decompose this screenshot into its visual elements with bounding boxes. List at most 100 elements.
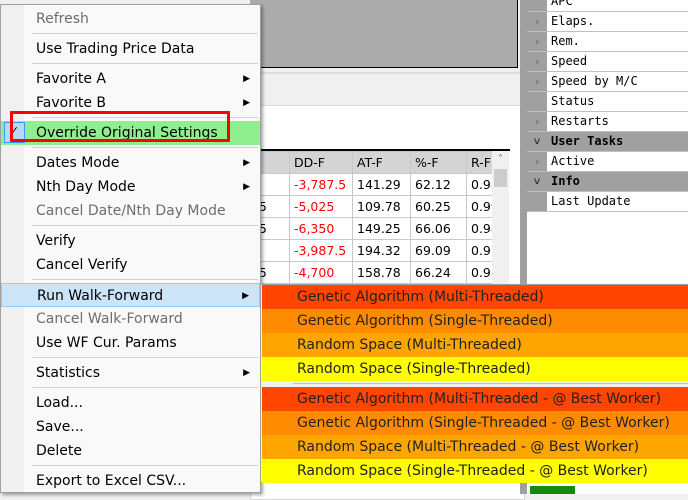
property-label: Info [551,174,580,188]
menu-item-run-walk-forward[interactable]: Run Walk-Forward ▶ [1,283,260,307]
submenu-arrow-icon: ▶ [243,368,250,378]
menu-item-label: Nth Day Mode [36,179,136,195]
column-header[interactable]: %-F [410,151,467,174]
scroll-up-icon[interactable]: ˄ [498,154,503,165]
submenu-item[interactable]: Random Space (Multi-Threaded) [262,333,688,357]
collapse-chevron-icon[interactable]: ˅ [527,172,547,191]
menu-item-cancel-date-nth-day-mode[interactable]: Cancel Date/Nth Day Mode [1,199,260,223]
annotation-highlight-box [10,111,230,142]
menu-item-label: Load... [36,395,83,411]
menu-item-label: Save... [36,419,84,435]
expand-chevron-icon[interactable]: › [527,152,547,171]
menu-item-delete[interactable]: Delete [1,439,260,463]
menu-item-label: Verify [36,233,76,249]
property-row[interactable]: › Rem. [527,32,688,52]
menu-item-nth-day-mode[interactable]: Nth Day Mode ▶ [1,175,260,199]
column-header[interactable]: AT-F [352,151,411,174]
submenu-item[interactable]: Genetic Algorithm (Multi-Threaded - @ Be… [262,387,688,411]
menu-item-label: Refresh [36,11,89,27]
menu-item-use-wf-cur-params[interactable]: Use WF Cur. Params [1,331,260,355]
menu-item-label: Favorite B [36,95,106,111]
menu-item-label: Override Original Settings [36,125,218,141]
submenu-item[interactable]: Genetic Algorithm (Multi-Threaded) [262,285,688,309]
menu-item-label: Dates Mode [36,155,120,171]
group-header[interactable]: ˅ Info [527,172,688,192]
menu-item-label: Run Walk-Forward [37,288,164,304]
property-row[interactable]: Last Update [527,192,688,212]
submenu-arrow-icon: ▶ [243,182,250,192]
table-cell: 69.09 [410,239,467,262]
property-row[interactable]: › Speed by M/C [527,72,688,92]
menu-item-load[interactable]: Load... [1,391,260,415]
menu-separator [1,61,260,67]
menu-item-label: Delete [36,443,82,459]
menu-separator [1,223,260,229]
table-cell: 149.25 [352,217,411,240]
property-label: APC [551,0,573,8]
menu-item-verify[interactable]: Verify [1,229,260,253]
submenu-item[interactable]: Genetic Algorithm (Single-Threaded - @ B… [262,411,688,435]
property-label: Status [551,94,595,108]
vertical-scrollbar[interactable]: ˄ [492,151,509,291]
submenu-arrow-icon: ▶ [242,291,249,301]
expand-chevron-icon[interactable]: › [527,72,547,91]
menu-item-cancel-walk-forward[interactable]: Cancel Walk-Forward [1,307,260,331]
menu-separator [1,31,260,37]
property-row[interactable]: › Elaps. [527,12,688,32]
results-grid: F DD-F AT-F %-F R-F .5-3,787.5141.2962.1… [250,149,510,289]
property-label: Speed [551,54,588,68]
submenu-item[interactable]: Random Space (Single-Threaded - @ Best W… [262,459,688,483]
progress-indicator [530,486,575,494]
table-cell: 158.78 [352,261,411,284]
group-header[interactable]: ˅ User Tasks [527,132,688,152]
checkmark-icon: ✓ [4,122,25,143]
splitter[interactable] [520,0,527,494]
menu-item-export-to-excel-csv[interactable]: Export to Excel CSV... [1,469,260,493]
collapse-chevron-icon[interactable]: ˅ [527,132,547,151]
run-walk-forward-submenu: Genetic Algorithm (Multi-Threaded) Geneti… [260,284,688,483]
menu-item-statistics[interactable]: Statistics ▶ [1,361,260,385]
table-cell: -6,350 [289,217,353,240]
menu-item-use-trading-price-data[interactable]: Use Trading Price Data [1,37,260,61]
expand-chevron-icon[interactable]: › [527,12,547,31]
menu-item-dates-mode[interactable]: Dates Mode ▶ [1,151,260,175]
menu-item-label: Export to Excel CSV... [36,473,187,489]
menu-item-label: Use Trading Price Data [36,41,195,57]
menu-item-favorite-b[interactable]: Favorite B ▶ [1,91,260,115]
expand-chevron-icon[interactable]: › [527,52,547,71]
submenu-item[interactable]: Random Space (Multi-Threaded - @ Best Wo… [262,435,688,459]
expand-chevron-icon[interactable]: › [527,32,547,51]
table-cell: 141.29 [352,173,411,196]
menu-item-label: Statistics [36,365,100,381]
menu-separator [1,355,260,361]
property-row[interactable]: APC [527,0,688,12]
table-cell: -5,025 [289,195,353,218]
property-row[interactable]: Status [527,92,688,112]
property-label: Restarts [551,114,609,128]
table-cell: 66.06 [410,217,467,240]
table-cell: -3,787.5 [289,173,353,196]
property-row[interactable]: › Speed [527,52,688,72]
property-row[interactable]: › Restarts [527,112,688,132]
menu-separator [1,115,260,121]
column-header[interactable]: DD-F [289,151,353,174]
menu-item-label: Cancel Verify [36,257,128,273]
property-label: Last Update [551,194,631,208]
menu-item-refresh[interactable]: Refresh [1,7,260,31]
menu-separator [1,277,260,283]
scroll-thumb[interactable] [494,169,507,187]
menu-item-favorite-a[interactable]: Favorite A ▶ [1,67,260,91]
submenu-item[interactable]: Random Space (Single-Threaded) [262,357,688,381]
expand-chevron-icon[interactable]: › [527,112,547,131]
table-cell: -3,987.5 [289,239,353,262]
property-row[interactable]: › Active [527,152,688,172]
menu-item-cancel-verify[interactable]: Cancel Verify [1,253,260,277]
submenu-item[interactable]: Genetic Algorithm (Single-Threaded) [262,309,688,333]
submenu-arrow-icon: ▶ [243,74,250,84]
menu-item-save[interactable]: Save... [1,415,260,439]
